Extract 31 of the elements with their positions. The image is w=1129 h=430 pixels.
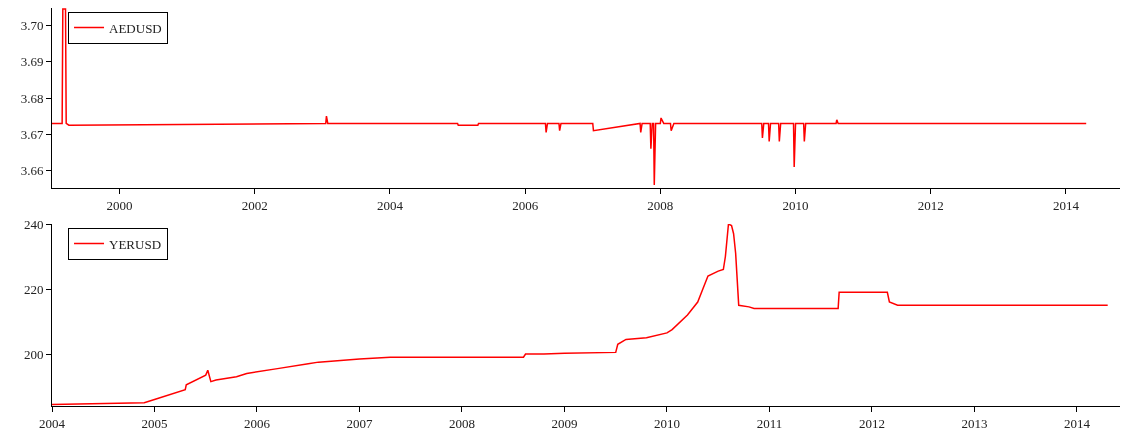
legend-label: AEDUSD: [109, 20, 162, 36]
x-tick-label: 2010: [782, 197, 809, 213]
x-tick-label: 2005: [141, 415, 168, 430]
y-tick-label: 3.68: [20, 90, 44, 106]
x-tick-label: 2006: [243, 415, 271, 430]
x-tick-label: 2010: [653, 415, 680, 430]
line-series: [52, 8, 1087, 186]
y-tick-label: 3.70: [20, 17, 44, 33]
y-tick-label: 240: [23, 216, 44, 232]
x-tick-label: 2012: [858, 415, 885, 430]
x-tick-label: 2000: [106, 197, 133, 213]
x-tick-label: 2012: [917, 197, 944, 213]
x-tick-label: 2004: [39, 415, 66, 430]
x-tick-label: 2009: [551, 415, 578, 430]
y-tick-label: 3.69: [20, 54, 44, 70]
x-tick-label: 2013: [961, 415, 988, 430]
y-tick-label: 220: [23, 281, 44, 297]
x-tick-label: 2008: [647, 197, 674, 213]
y-tick-label: 3.67: [20, 126, 44, 142]
y-tick-label: 3.66: [20, 163, 44, 179]
x-tick-label: 2014: [1052, 197, 1080, 213]
x-tick-label: 2007: [346, 415, 373, 430]
x-tick-label: 2011: [756, 415, 783, 430]
legend-label: YERUSD: [109, 236, 162, 252]
x-tick-label: 2002: [241, 197, 268, 213]
x-tick-label: 2006: [512, 197, 539, 213]
line-series: [52, 224, 1109, 406]
x-tick-label: 2008: [448, 415, 475, 430]
y-tick-label: 200: [23, 346, 44, 362]
x-tick-label: 2014: [1063, 415, 1091, 430]
x-tick-label: 2004: [376, 197, 404, 213]
